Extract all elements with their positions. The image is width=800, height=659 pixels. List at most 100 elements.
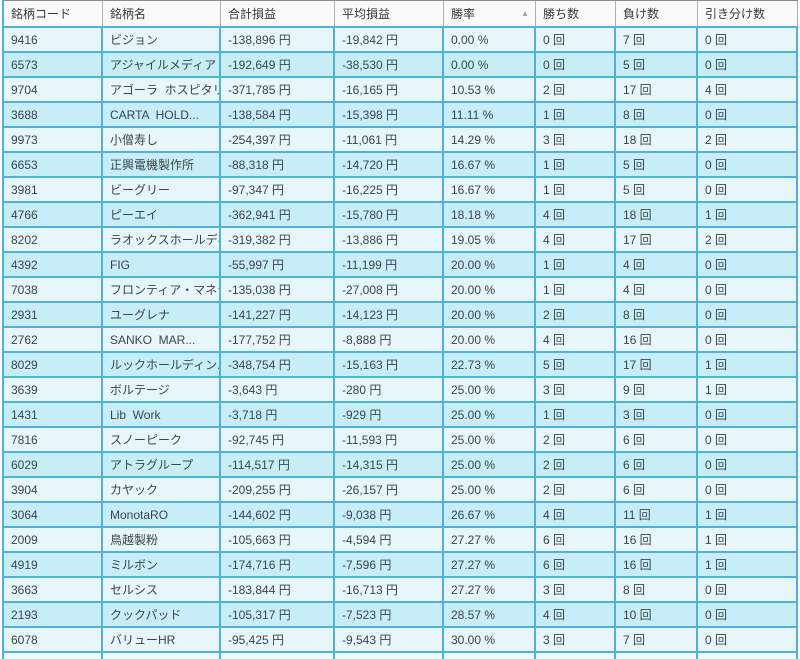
column-header-code[interactable]: 銘柄コード (4, 1, 103, 26)
cell-empty (444, 653, 536, 659)
table-row[interactable]: 2762 SANKO MAR... -177,752 円 -8,888 円 20.00 … (4, 328, 798, 353)
cell-draws: 0 回 (698, 628, 798, 651)
cell-winrate: 25.00 % (444, 478, 536, 501)
cell-avg: -280 円 (335, 378, 444, 401)
cell-wins: 6 回 (536, 553, 616, 576)
cell-empty (221, 653, 335, 659)
cell-total: -362,941 円 (221, 203, 335, 226)
table-row[interactable]: 9973 小僧寿し -254,397 円 -11,061 円 14.29 % 3 回 18 … (4, 128, 798, 153)
table-row[interactable]: 2009 鳥越製粉 -105,663 円 -4,594 円 27.27 % 6 回 16 回… (4, 528, 798, 553)
cell-losses: 18 回 (616, 128, 698, 151)
cell-name: ピーエイ (103, 203, 221, 226)
cell-total: -192,649 円 (221, 53, 335, 76)
cell-total: -348,754 円 (221, 353, 335, 376)
table-row[interactable]: 3688 CARTA HOLD... -138,584 円 -15,398 円 11.1… (4, 103, 798, 128)
cell-losses: 18 回 (616, 203, 698, 226)
cell-wins: 4 回 (536, 603, 616, 626)
cell-losses: 7 回 (616, 28, 698, 51)
table-row[interactable]: 4919 ミルボン -174,716 円 -7,596 円 27.27 % 6 回 16 回… (4, 553, 798, 578)
cell-total: -88,318 円 (221, 153, 335, 176)
cell-winrate: 25.00 % (444, 453, 536, 476)
cell-avg: -9,543 円 (335, 628, 444, 651)
cell-losses: 4 回 (616, 253, 698, 276)
cell-wins: 4 回 (536, 328, 616, 351)
cell-losses: 5 回 (616, 178, 698, 201)
cell-winrate: 19.05 % (444, 228, 536, 251)
column-header-losses[interactable]: 負け数 (616, 1, 698, 26)
cell-winrate: 25.00 % (444, 378, 536, 401)
cell-winrate: 16.67 % (444, 153, 536, 176)
cell-winrate: 27.27 % (444, 553, 536, 576)
cell-empty (536, 653, 616, 659)
table-row[interactable]: 3064 MonotaRO -144,602 円 -9,038 円 26.67 % 4 回… (4, 503, 798, 528)
table-row[interactable]: 8029 ルックホールディン... -348,754 円 -15,163 円 22.73… (4, 353, 798, 378)
cell-avg: -38,530 円 (335, 53, 444, 76)
cell-winrate: 28.57 % (444, 603, 536, 626)
cell-code: 2931 (4, 303, 103, 326)
cell-name: Lib Work (103, 403, 221, 426)
cell-code: 2009 (4, 528, 103, 551)
cell-total: -183,844 円 (221, 578, 335, 601)
cell-wins: 2 回 (536, 478, 616, 501)
cell-name: ユーグレナ (103, 303, 221, 326)
cell-winrate: 0.00 % (444, 53, 536, 76)
cell-code: 3663 (4, 578, 103, 601)
cell-total: -92,745 円 (221, 428, 335, 451)
column-header-wins[interactable]: 勝ち数 (536, 1, 616, 26)
cell-draws: 2 回 (698, 128, 798, 151)
cell-avg: -13,886 円 (335, 228, 444, 251)
cell-name: アゴーラ ホスピタリ... (103, 78, 221, 101)
cell-wins: 3 回 (536, 378, 616, 401)
cell-total: -3,718 円 (221, 403, 335, 426)
cell-draws: 1 回 (698, 528, 798, 551)
column-header-name[interactable]: 銘柄名 (103, 1, 221, 26)
column-header-total[interactable]: 合計損益 (221, 1, 335, 26)
column-header-winrate[interactable]: 勝率 ▲ (444, 1, 536, 26)
cell-avg: -14,720 円 (335, 153, 444, 176)
cell-losses: 10 回 (616, 603, 698, 626)
table-row[interactable]: 8202ラオックスホールディ...-319,382 円-13,886 円19.0… (4, 228, 798, 253)
cell-total: -95,425 円 (221, 628, 335, 651)
cell-avg: -16,713 円 (335, 578, 444, 601)
cell-code: 6078 (4, 628, 103, 651)
cell-losses: 17 回 (616, 78, 698, 101)
column-header-draws[interactable]: 引き分け数 (698, 1, 798, 26)
cell-name: ルックホールディン... (103, 353, 221, 376)
cell-code: 7038 (4, 278, 103, 301)
cell-losses: 11 回 (616, 503, 698, 526)
column-header-avg[interactable]: 平均損益 (335, 1, 444, 26)
cell-empty (335, 653, 444, 659)
cell-draws: 0 回 (698, 253, 798, 276)
cell-draws: 0 回 (698, 453, 798, 476)
cell-avg: -929 円 (335, 403, 444, 426)
cell-avg: -16,225 円 (335, 178, 444, 201)
table-row[interactable]: 4766 ピーエイ -362,941 円 -15,780 円 18.18 % 4 回 18 … (4, 203, 798, 228)
cell-winrate: 20.00 % (444, 253, 536, 276)
cell-wins: 2 回 (536, 428, 616, 451)
cell-winrate: 22.73 % (444, 353, 536, 376)
table-row[interactable]: 6029 アトラグループ -114,517 円 -14,315 円 25.00 % 2 回… (4, 453, 798, 478)
cell-wins: 2 回 (536, 453, 616, 476)
cell-draws: 0 回 (698, 103, 798, 126)
cell-wins: 1 回 (536, 153, 616, 176)
cell-wins: 4 回 (536, 203, 616, 226)
table-row[interactable]: 2193 クックパッド -105,317 円 -7,523 円 28.57 % 4 回 10… (4, 603, 798, 628)
cell-code: 4766 (4, 203, 103, 226)
table-header-row: 銘柄コード 銘柄名 合計損益 平均損益 勝率 ▲ 勝ち数 負け数 引き分け数 (4, 0, 798, 28)
